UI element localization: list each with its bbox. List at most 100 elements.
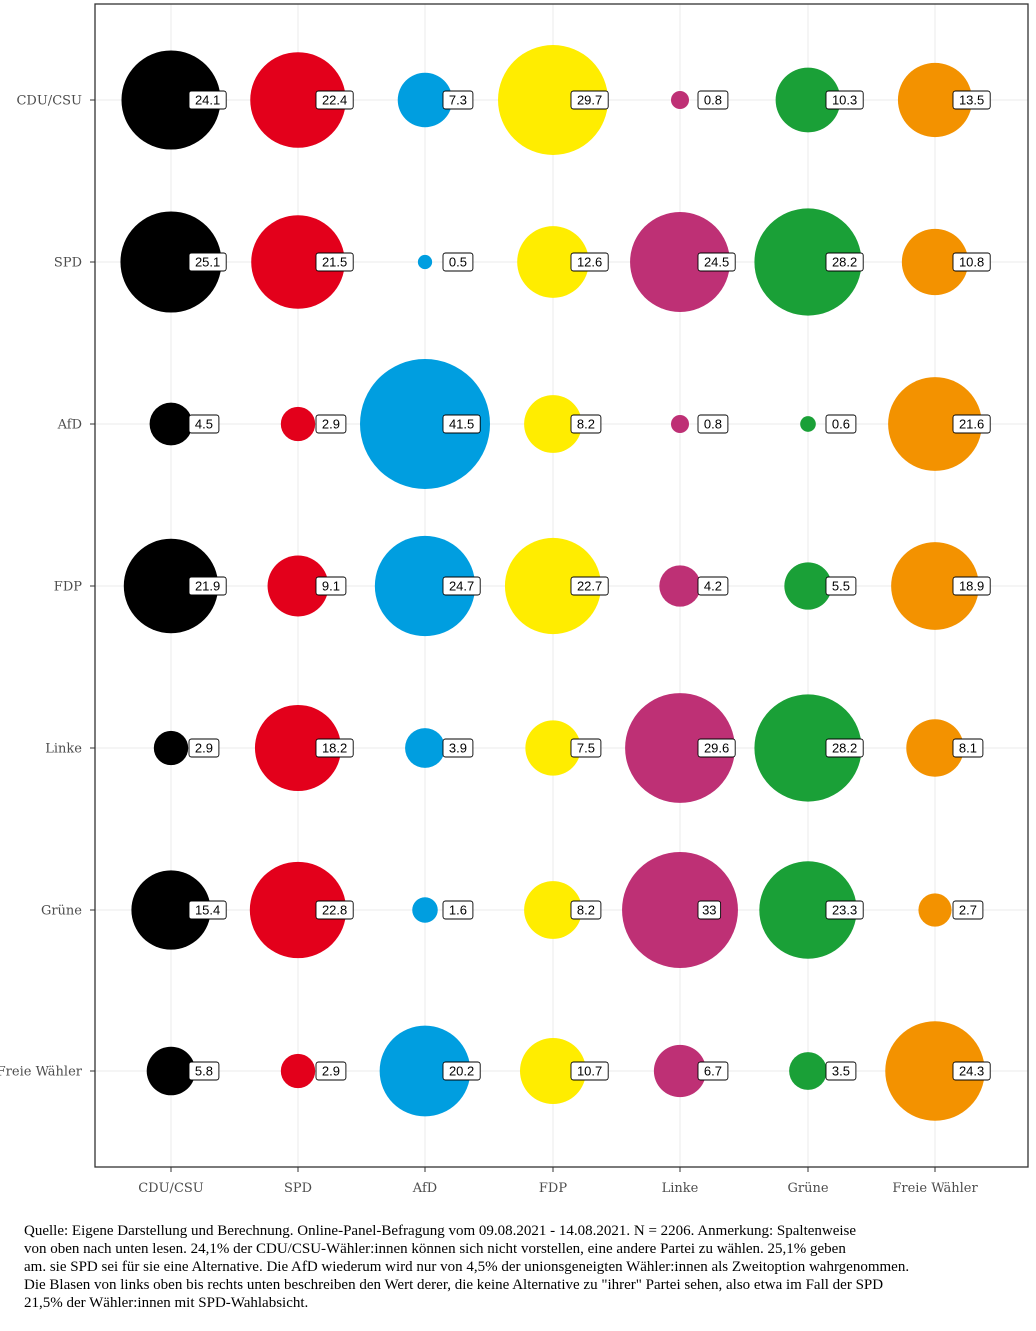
data-label-text: 2.9 <box>195 741 213 756</box>
bubble <box>789 1052 827 1090</box>
y-tick-label: Linke <box>45 742 82 757</box>
data-label-box <box>188 90 227 110</box>
data-label-box <box>697 1061 729 1081</box>
bubble <box>153 730 189 766</box>
bubble <box>524 881 582 939</box>
bubble <box>517 226 589 298</box>
bubble <box>267 555 329 617</box>
data-label: 22.4 <box>315 90 354 110</box>
bubble <box>498 45 608 155</box>
caption-line: am. sie SPD sei für sie eine Alternative… <box>24 1259 910 1275</box>
data-label-text: 22.4 <box>322 93 347 108</box>
bubble <box>120 211 222 313</box>
bubble <box>417 254 433 270</box>
caption-line: Die Blasen von links oben bis rechts unt… <box>24 1277 884 1293</box>
data-label: 29.7 <box>570 90 609 110</box>
y-tick-label: Freie Wähler <box>0 1065 83 1080</box>
data-label: 3.9 <box>442 738 474 758</box>
data-label-text: 10.7 <box>577 1064 602 1079</box>
data-label-box <box>315 900 354 920</box>
data-label-box <box>442 90 474 110</box>
data-label-box <box>315 576 347 596</box>
data-label-box <box>825 738 864 758</box>
data-label: 2.9 <box>315 414 347 434</box>
data-label-text: 24.3 <box>959 1064 984 1079</box>
data-label-text: 29.6 <box>704 741 729 756</box>
data-label-text: 7.5 <box>577 741 595 756</box>
data-label-text: 8.2 <box>577 903 595 918</box>
data-label: 9.1 <box>315 576 347 596</box>
bubble <box>754 208 862 316</box>
figure-caption: Quelle: Eigene Darstellung und Berechnun… <box>24 1222 1034 1312</box>
data-label-text: 2.9 <box>322 417 340 432</box>
data-label: 8.1 <box>952 738 984 758</box>
data-label-text: 5.5 <box>832 579 850 594</box>
bubble <box>397 72 453 128</box>
data-label: 22.7 <box>570 576 609 596</box>
x-tick-label: SPD <box>284 1181 312 1196</box>
bubble <box>625 693 735 803</box>
bubble-chart: 24.1 22.4 7.3 29.7 0.8 10.3 13.5 25.1 21.5 0.5 12.… <box>0 3 1029 1196</box>
data-label: 2.9 <box>188 738 220 758</box>
data-label-box <box>697 576 729 596</box>
data-label: 8.2 <box>570 900 602 920</box>
bubble <box>146 1046 196 1096</box>
bubble <box>149 402 193 446</box>
data-label: 10.7 <box>570 1061 609 1081</box>
data-label: 4.2 <box>697 576 729 596</box>
data-label-text: 6.7 <box>704 1064 722 1079</box>
data-label-box <box>697 90 729 110</box>
bubble <box>891 542 979 630</box>
data-label: 5.8 <box>188 1061 220 1081</box>
data-label-box <box>825 1061 857 1081</box>
data-label-box <box>952 252 991 272</box>
data-label-box <box>697 414 729 434</box>
data-label-text: 13.5 <box>959 93 984 108</box>
y-tick-label: SPD <box>54 256 82 271</box>
data-label-box <box>570 576 609 596</box>
data-label-text: 9.1 <box>322 579 340 594</box>
bubble <box>775 67 841 133</box>
bubble <box>670 90 690 110</box>
bubble <box>885 1021 985 1121</box>
bubble <box>412 897 438 923</box>
data-label-box <box>442 252 474 272</box>
data-label-text: 8.2 <box>577 417 595 432</box>
data-label-box <box>188 414 220 434</box>
bubbles <box>120 45 985 1121</box>
data-label-box <box>570 414 602 434</box>
data-label-text: 22.8 <box>322 903 347 918</box>
bubble <box>504 537 602 635</box>
bubble <box>888 377 982 471</box>
data-label-box <box>442 576 481 596</box>
data-label-text: 4.2 <box>704 579 722 594</box>
data-label-box <box>570 900 602 920</box>
bubble <box>622 852 738 968</box>
data-label-box <box>315 1061 347 1081</box>
data-label-text: 18.2 <box>322 741 347 756</box>
data-label: 29.6 <box>697 738 736 758</box>
y-tick-label: FDP <box>54 580 82 595</box>
data-label: 24.7 <box>442 576 481 596</box>
data-label-box <box>952 738 984 758</box>
data-label-text: 5.8 <box>195 1064 213 1079</box>
data-label: 7.3 <box>442 90 474 110</box>
data-label: 24.3 <box>952 1061 991 1081</box>
data-label: 41.5 <box>442 414 481 434</box>
x-tick-label: CDU/CSU <box>138 1181 204 1196</box>
data-label: 21.5 <box>315 252 354 272</box>
bubble <box>759 861 857 959</box>
data-label-text: 24.5 <box>704 255 729 270</box>
data-label-text: 8.1 <box>959 741 977 756</box>
data-label: 20.2 <box>442 1061 481 1081</box>
bubble <box>254 704 342 792</box>
bubble <box>121 50 221 150</box>
data-label-text: 2.9 <box>322 1064 340 1079</box>
data-label-box <box>570 1061 609 1081</box>
data-label: 10.8 <box>952 252 991 272</box>
y-tick-label: CDU/CSU <box>16 94 82 109</box>
data-label-text: 3.9 <box>449 741 467 756</box>
data-label-box <box>825 90 864 110</box>
data-label-text: 0.6 <box>832 417 850 432</box>
data-label-box <box>315 738 354 758</box>
